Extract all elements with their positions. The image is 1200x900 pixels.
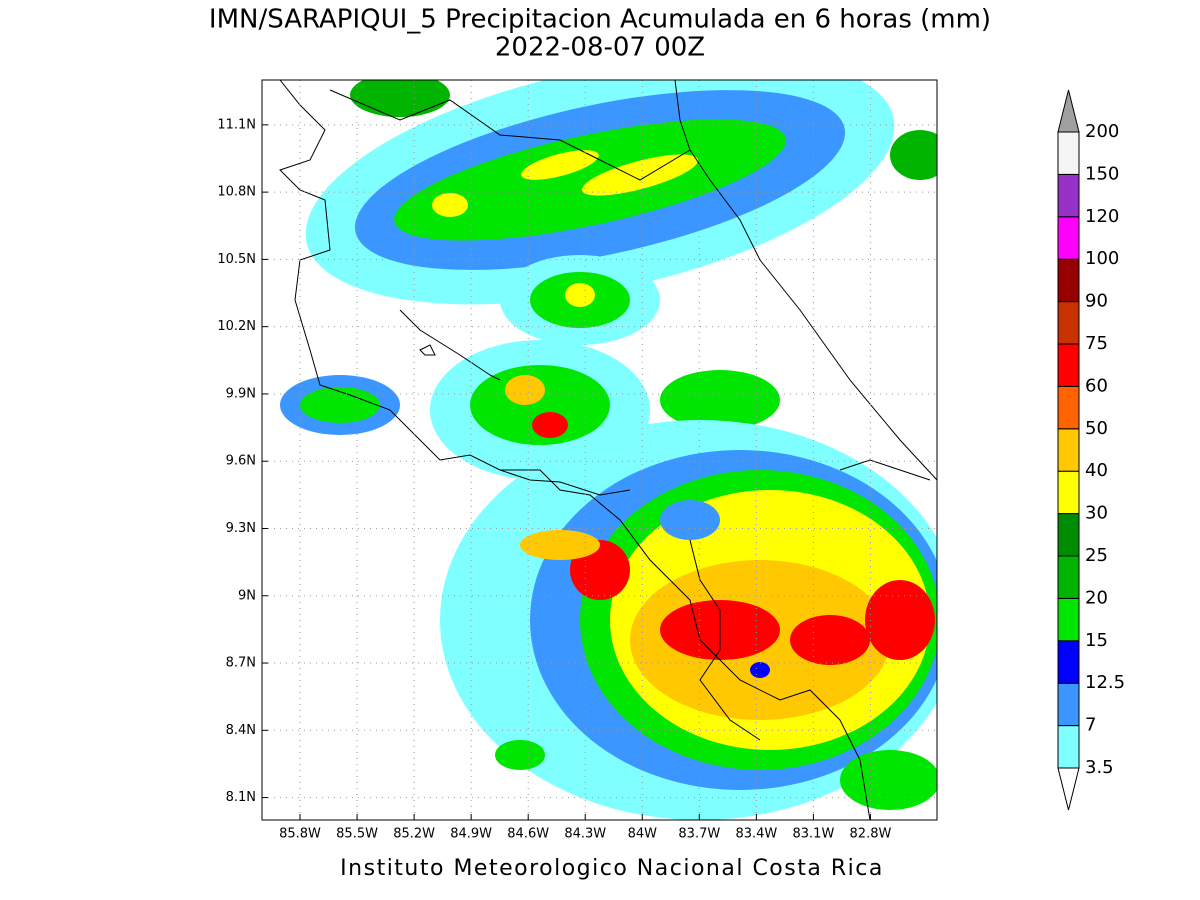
x-tick-label: 84.9W: [450, 827, 492, 842]
colorbar-label: 100: [1085, 248, 1119, 269]
x-tick-label: 84.3W: [564, 827, 606, 842]
title: IMN/SARAPIQUI_5 Precipitacion Acumulada …: [209, 5, 991, 35]
y-tick-label: 8.7N: [226, 656, 256, 671]
colorbar-box: [1057, 725, 1080, 769]
subtitle: 2022-08-07 00Z: [495, 33, 705, 63]
colorbar-box: [1057, 258, 1080, 303]
colorbar-label: 25: [1085, 545, 1108, 566]
y-tick-label: 10.5N: [217, 252, 256, 267]
colorbar-label: 120: [1085, 206, 1119, 227]
colorbar-box: [1057, 343, 1080, 387]
x-tick-label: 83.1W: [793, 827, 835, 842]
colorbar-box: [1057, 597, 1080, 642]
x-tick-label: 83.4W: [735, 827, 777, 842]
x-tick-label: 83.7W: [678, 827, 720, 842]
colorbar-box: [1057, 385, 1080, 430]
colorbar-box: [1057, 640, 1080, 684]
colorbar-label: 15: [1085, 630, 1108, 651]
colorbar-label: 90: [1085, 291, 1108, 312]
colorbar-over: [1057, 89, 1080, 133]
colorbar-box: [1057, 513, 1080, 557]
axes: 85.8W 85.5W 85.2W 84.9W 84.6W 84.3W 84W 83.7W 83…: [217, 80, 937, 842]
colorbar-box: [1057, 682, 1080, 727]
y-tick-label: 10.2N: [217, 319, 256, 334]
colorbar-label: 3.5: [1085, 757, 1114, 778]
y-tick-label: 9.6N: [226, 454, 256, 469]
colorbar-under: [1057, 767, 1080, 811]
footer: Instituto Meteorologico Nacional Costa R…: [340, 856, 884, 881]
colorbar-box: [1057, 216, 1080, 260]
colorbar-label: 200: [1085, 121, 1119, 142]
colorbar-label: 60: [1085, 375, 1108, 396]
x-tick-label: 85.2W: [393, 827, 435, 842]
colorbar-label: 150: [1085, 163, 1119, 184]
x-tick-label: 84W: [628, 827, 658, 842]
map-frame: [261, 79, 938, 821]
x-tick-label: 85.8W: [279, 827, 321, 842]
y-tick-label: 8.4N: [226, 723, 256, 738]
colorbar-box: [1057, 470, 1080, 515]
colorbar-box: [1057, 555, 1080, 599]
colorbar-box: [1057, 131, 1080, 175]
y-tick-label: 9.9N: [226, 386, 256, 401]
colorbar-label: 50: [1085, 418, 1108, 439]
colorbar-label: 20: [1085, 587, 1108, 608]
x-tick-label: 85.5W: [336, 827, 378, 842]
colorbar-box: [1057, 428, 1080, 472]
colorbar-box: [1057, 173, 1080, 218]
x-tick-label: 84.6W: [507, 827, 549, 842]
colorbar-label: 12.5: [1085, 672, 1125, 693]
y-tick-label: 8.1N: [226, 790, 256, 805]
y-tick-label: 9N: [238, 588, 256, 603]
y-tick-label: 11.1N: [217, 117, 256, 132]
colorbar-label: 40: [1085, 460, 1108, 481]
y-tick-label: 9.3N: [226, 521, 256, 536]
coastlines: [279, 80, 937, 820]
colorbar-label: 30: [1085, 503, 1108, 524]
colorbar-label: 75: [1085, 333, 1108, 354]
y-tick-label: 10.8N: [217, 185, 256, 200]
colorbar-box: [1057, 301, 1080, 345]
precip-field: [280, 80, 937, 820]
x-tick-label: 82.8W: [850, 827, 892, 842]
colorbar-label: 7: [1085, 715, 1096, 736]
